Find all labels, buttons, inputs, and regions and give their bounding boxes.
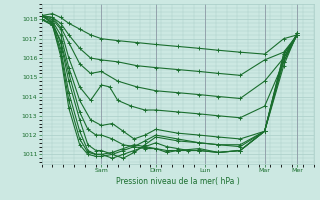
X-axis label: Pression niveau de la mer( hPa ): Pression niveau de la mer( hPa ) bbox=[116, 177, 239, 186]
